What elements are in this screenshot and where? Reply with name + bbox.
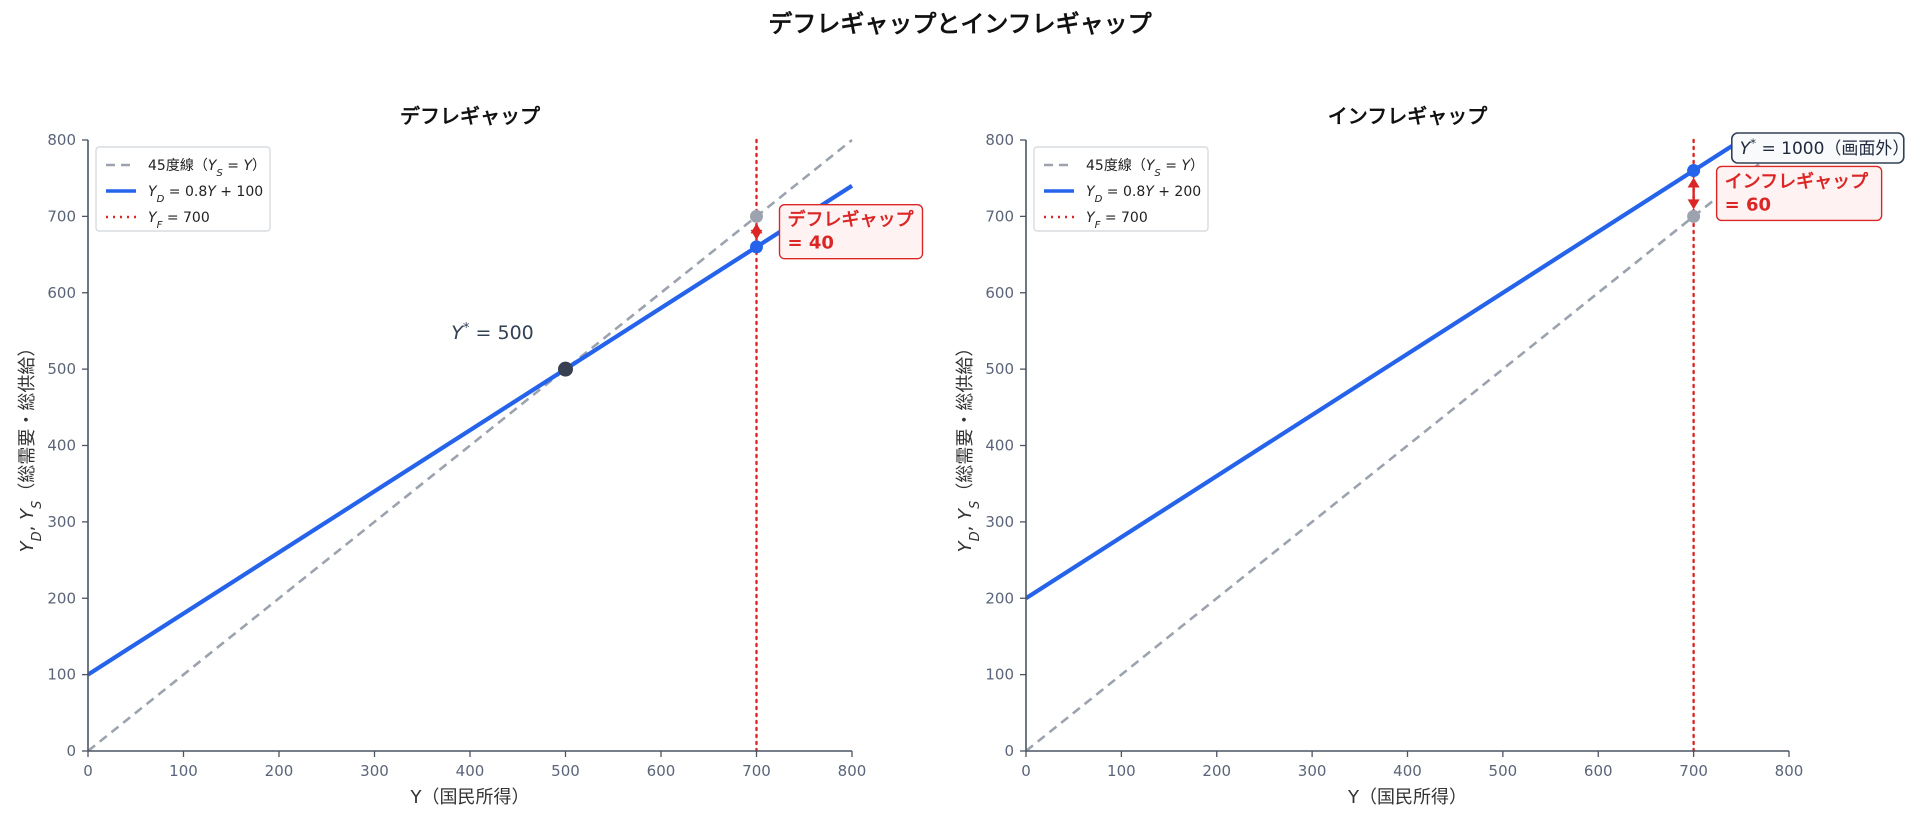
aggregate-demand-line bbox=[88, 184, 853, 677]
legend-label: 45度線（YS = Y） bbox=[1086, 158, 1204, 179]
y-tick-label: 0 bbox=[1004, 742, 1014, 760]
x-tick-label: 0 bbox=[1021, 762, 1031, 780]
supply-point bbox=[750, 209, 763, 223]
gap-arrow-head-end bbox=[1687, 177, 1700, 188]
x-tick-label: 100 bbox=[1107, 762, 1136, 780]
x-tick-label: 0 bbox=[83, 762, 93, 780]
x-tick-label: 500 bbox=[1489, 762, 1518, 780]
legend-frame bbox=[95, 146, 271, 232]
x-tick-label: 200 bbox=[1202, 762, 1231, 780]
aggregate-demand-line bbox=[1026, 138, 1749, 601]
y-tick-label: 700 bbox=[47, 207, 76, 225]
y-tick-label: 100 bbox=[985, 666, 1014, 684]
y-axis-label: YD, YS（総需要・総供給） bbox=[955, 339, 983, 553]
x-tick-label: 800 bbox=[1775, 762, 1804, 780]
x-tick-label: 800 bbox=[838, 762, 867, 780]
series-group bbox=[1026, 138, 1790, 752]
x-tick-label: 100 bbox=[169, 762, 198, 780]
supply-point bbox=[1687, 209, 1701, 223]
y-tick-label: 500 bbox=[985, 360, 1014, 378]
gap-label-value: = 40 bbox=[788, 233, 834, 254]
x-tick-label: 500 bbox=[551, 762, 580, 780]
x-tick-label: 400 bbox=[1393, 762, 1422, 780]
x-tick-label: 400 bbox=[456, 762, 485, 780]
panel-deflation-gap: デフレギャップ 0 100 200 300 400 500 600 700 800 0 100 200 3… bbox=[17, 104, 924, 808]
y-tick-label: 200 bbox=[47, 589, 76, 607]
figure-title: デフレギャップとインフレギャップ bbox=[768, 10, 1152, 38]
series-group bbox=[88, 138, 853, 752]
gap-label-value: = 60 bbox=[1725, 194, 1771, 215]
x-tick-label: 300 bbox=[360, 762, 389, 780]
y-tick-label: 300 bbox=[47, 513, 76, 531]
panel-title: デフレギャップ bbox=[400, 104, 541, 128]
y-tick-label: 400 bbox=[985, 437, 1014, 455]
y-tick-label: 200 bbox=[985, 589, 1014, 607]
legend-label: YF = 700 bbox=[1086, 210, 1148, 231]
x-axis-label: Y（国民所得） bbox=[1347, 787, 1467, 808]
x-tick-label: 700 bbox=[1679, 762, 1708, 780]
y-tick-label: 0 bbox=[66, 742, 76, 760]
demand-point bbox=[1687, 164, 1701, 178]
x-tick-label: 200 bbox=[265, 762, 294, 780]
panel-inflation-gap: インフレギャップ 0 100 200 300 400 500 600 700 800 0 100 200… bbox=[955, 104, 1909, 808]
x-axis-label: Y（国民所得） bbox=[410, 787, 530, 808]
demand-point bbox=[750, 240, 763, 254]
y-tick-label: 400 bbox=[47, 437, 76, 455]
gap-arrow-head-end bbox=[750, 229, 763, 240]
offscreen-equilibrium-label: Y* = 1000（画面外） bbox=[1740, 136, 1910, 159]
x-tick-label: 600 bbox=[647, 762, 676, 780]
legend: 45度線（YS = Y） YD = 0.8Y + 100 YF = 700 bbox=[95, 146, 271, 232]
gap-label-title: インフレギャップ bbox=[1725, 170, 1869, 192]
legend-label: YD = 0.8Y + 100 bbox=[148, 184, 263, 205]
x-tick-label: 700 bbox=[742, 762, 771, 780]
legend-label: YF = 700 bbox=[148, 210, 210, 231]
equilibrium-label: Y* = 500 bbox=[451, 321, 534, 345]
y-axis-label: YD, YS（総需要・総供給） bbox=[17, 339, 45, 553]
y-tick-label: 800 bbox=[47, 131, 76, 149]
y-tick-label: 600 bbox=[47, 284, 76, 302]
legend-label: 45度線（YS = Y） bbox=[148, 158, 266, 179]
gap-label-title: デフレギャップ bbox=[788, 209, 915, 231]
y-tick-label: 600 bbox=[985, 284, 1014, 302]
y-tick-label: 700 bbox=[985, 207, 1014, 225]
legend: 45度線（YS = Y） YD = 0.8Y + 200 YF = 700 bbox=[1033, 146, 1209, 232]
x-tick-label: 600 bbox=[1584, 762, 1613, 780]
panel-title: インフレギャップ bbox=[1328, 104, 1488, 128]
y-tick-label: 800 bbox=[985, 131, 1014, 149]
legend-label: YD = 0.8Y + 200 bbox=[1086, 184, 1201, 205]
legend-frame bbox=[1033, 146, 1209, 232]
x-tick-label: 300 bbox=[1298, 762, 1327, 780]
gap-label-box bbox=[1715, 165, 1883, 222]
gap-label-box bbox=[778, 203, 924, 260]
y-tick-label: 300 bbox=[985, 513, 1014, 531]
equilibrium-point bbox=[558, 361, 573, 377]
y-tick-label: 500 bbox=[47, 360, 76, 378]
45-degree-line bbox=[1026, 138, 1790, 752]
y-tick-label: 100 bbox=[47, 666, 76, 684]
45-degree-line bbox=[88, 138, 853, 752]
gap-arrow-head-start bbox=[1687, 199, 1700, 210]
offscreen-equilibrium-box bbox=[1730, 132, 1905, 164]
